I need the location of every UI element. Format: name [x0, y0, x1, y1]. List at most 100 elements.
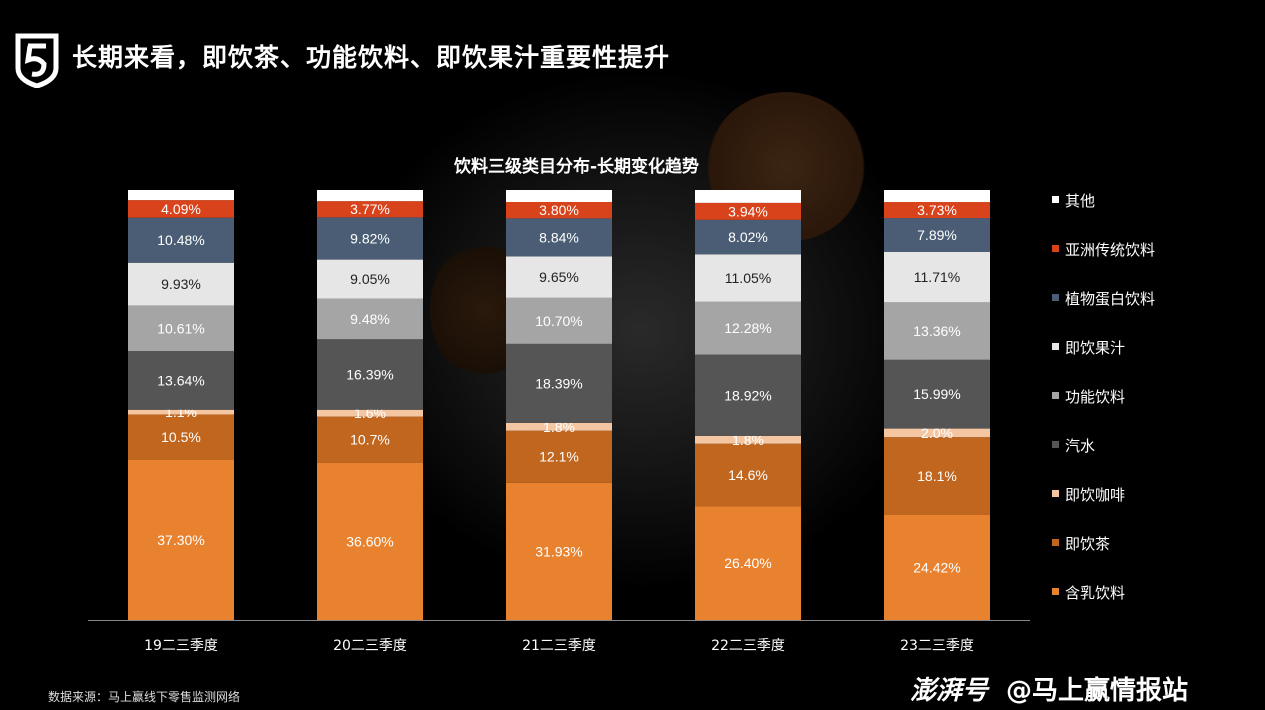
- data-source: 数据来源：马上赢线下零售监测网络: [48, 690, 241, 704]
- data-label: 3.94%: [728, 203, 768, 219]
- legend-swatch: [1052, 245, 1059, 252]
- watermark-brand: 澎湃号: [910, 676, 989, 706]
- data-label: 2.0%: [921, 425, 953, 441]
- data-label: 10.7%: [350, 432, 390, 448]
- data-label: 10.5%: [161, 429, 201, 445]
- data-label: 16.39%: [346, 366, 393, 382]
- x-tick-label: 19二三季度: [144, 638, 218, 654]
- data-label: 13.64%: [157, 372, 204, 388]
- bar-segment: [506, 422, 612, 431]
- data-label: 3.73%: [917, 202, 957, 218]
- data-label: 10.61%: [157, 320, 204, 336]
- bar-segment: [128, 305, 234, 352]
- bar-segment: [884, 190, 990, 203]
- bar-segment: [506, 297, 612, 344]
- data-label: 10.48%: [157, 232, 204, 248]
- legend-swatch: [1052, 294, 1059, 301]
- bar-segment: [317, 416, 423, 463]
- data-label: 7.89%: [917, 227, 957, 243]
- bar-segment: [884, 428, 990, 438]
- legend-swatch: [1052, 392, 1059, 399]
- bar-segment: [884, 359, 990, 429]
- data-label: 18.92%: [724, 387, 771, 403]
- legend-swatch: [1052, 588, 1059, 595]
- data-label: 11.71%: [914, 269, 960, 285]
- bar-segment: [884, 437, 990, 515]
- bar-segment: [695, 443, 801, 507]
- data-label: 12.1%: [539, 449, 579, 465]
- data-label: 9.65%: [539, 269, 579, 285]
- bar-segment: [128, 414, 234, 460]
- legend-label: 即饮茶: [1065, 535, 1111, 553]
- data-label: 26.40%: [724, 555, 771, 571]
- watermark-author: @马上赢情报站: [1006, 676, 1189, 706]
- bar-segment: [506, 256, 612, 298]
- bar-segment: [128, 190, 234, 201]
- legend-label: 即饮咖啡: [1065, 486, 1126, 504]
- bar-segment: [317, 339, 423, 410]
- legend-item: 植物蛋白饮料: [1052, 288, 1155, 337]
- bar-segment: [128, 262, 234, 306]
- bar-segment: [128, 200, 234, 218]
- bar-segment: [128, 459, 234, 620]
- x-tick-label: 23二三季度: [900, 638, 974, 654]
- bar-segment: [884, 202, 990, 219]
- data-label: 9.82%: [350, 230, 390, 246]
- legend-item: 即饮茶: [1052, 533, 1155, 582]
- legend-label: 即饮果汁: [1065, 339, 1126, 357]
- legend-item: 汽水: [1052, 435, 1155, 484]
- bar-segment: [695, 202, 801, 220]
- bar-segment: [317, 201, 423, 218]
- data-label: 11.05%: [725, 270, 771, 286]
- bar-segment: [317, 462, 423, 620]
- legend-label: 含乳饮料: [1065, 584, 1126, 602]
- legend-swatch: [1052, 441, 1059, 448]
- logo-icon: [15, 33, 59, 88]
- legend-label: 汽水: [1065, 437, 1096, 455]
- bar-segment: [317, 190, 423, 202]
- bar-segment: [128, 409, 234, 415]
- legend-item: 功能饮料: [1052, 386, 1155, 435]
- legend-item: 其他: [1052, 190, 1155, 239]
- data-label: 3.77%: [350, 201, 390, 217]
- bar-segment: [884, 252, 990, 303]
- bar-segment: [695, 219, 801, 255]
- legend-swatch: [1052, 490, 1059, 497]
- data-label: 36.60%: [346, 533, 393, 549]
- x-tick-label: 21二三季度: [522, 638, 596, 654]
- bar-segment: [695, 506, 801, 620]
- bar-segment: [506, 201, 612, 219]
- legend-item: 即饮果汁: [1052, 337, 1155, 386]
- bar-segment: [884, 302, 990, 360]
- legend-label: 植物蛋白饮料: [1065, 290, 1156, 308]
- legend-swatch: [1052, 196, 1059, 203]
- bar-segment: [317, 298, 423, 340]
- bar-segment: [695, 354, 801, 436]
- data-label: 31.93%: [535, 543, 582, 559]
- data-label: 8.02%: [728, 229, 768, 245]
- bar-segment: [695, 435, 801, 444]
- bar-segment: [506, 190, 612, 202]
- bar-segment: [317, 217, 423, 260]
- bar-segment: [317, 259, 423, 299]
- data-label: 15.99%: [913, 386, 960, 402]
- data-label: 37.30%: [157, 532, 204, 548]
- data-label: 4.09%: [161, 201, 201, 217]
- chart-title: 饮料三级类目分布-长期变化趋势: [453, 157, 700, 177]
- legend-swatch: [1052, 539, 1059, 546]
- legend-label: 其他: [1065, 192, 1096, 210]
- bar-segment: [506, 343, 612, 423]
- bar-segment: [695, 254, 801, 302]
- legend-item: 即饮咖啡: [1052, 484, 1155, 533]
- bar-segment: [695, 190, 801, 203]
- data-label: 9.93%: [161, 276, 201, 292]
- legend-swatch: [1052, 343, 1059, 350]
- legend-label: 功能饮料: [1065, 388, 1126, 406]
- data-label: 18.39%: [535, 375, 582, 391]
- bar-segment: [884, 218, 990, 253]
- data-label: 13.36%: [913, 323, 960, 339]
- bar-segment: [506, 482, 612, 620]
- chart-legend: 其他 亚洲传统饮料 植物蛋白饮料 即饮果汁 功能饮料 汽水 即饮咖啡 即饮茶 含乳饮料: [1052, 190, 1155, 631]
- bar-segment: [695, 301, 801, 355]
- bar-segment: [317, 409, 423, 417]
